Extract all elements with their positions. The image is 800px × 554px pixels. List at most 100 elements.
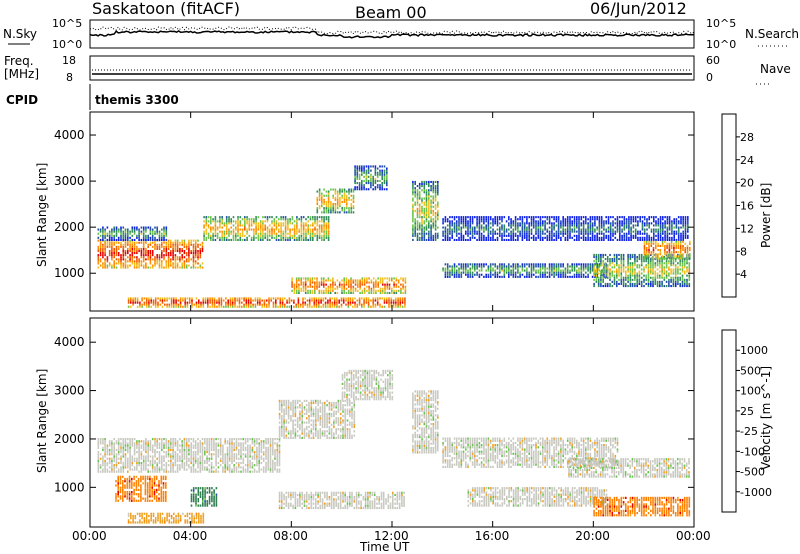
cell (304, 279, 307, 282)
cell (352, 194, 355, 197)
cell (99, 245, 102, 248)
cell (161, 254, 163, 257)
cell (241, 297, 243, 300)
cell (501, 267, 503, 270)
cell (102, 266, 104, 269)
cell (302, 283, 305, 286)
cell (609, 236, 612, 239)
cell (675, 224, 678, 227)
cell (165, 228, 168, 231)
cell (122, 247, 125, 250)
cell (203, 216, 205, 219)
cell (677, 257, 680, 260)
cell (255, 224, 257, 227)
cell (299, 303, 302, 306)
cell (636, 256, 638, 259)
cell (625, 282, 627, 285)
cell (455, 216, 458, 219)
cell (198, 301, 200, 304)
cell (395, 299, 397, 302)
cell (115, 234, 118, 237)
cell (430, 236, 432, 239)
cell (519, 224, 521, 227)
cell (576, 216, 578, 219)
cell (619, 234, 621, 237)
cell (659, 249, 662, 252)
cell (683, 264, 686, 267)
cell (523, 263, 526, 266)
cell (275, 299, 277, 302)
cell (148, 305, 150, 308)
cell (544, 224, 546, 227)
cell (145, 303, 148, 306)
cell (634, 234, 637, 237)
cell (519, 222, 521, 225)
cell (460, 226, 463, 229)
cell (140, 470, 143, 473)
cell (363, 165, 365, 168)
cell (414, 187, 416, 190)
cell (638, 270, 641, 273)
cell (154, 247, 156, 250)
cell (129, 243, 131, 246)
cell (325, 216, 328, 219)
cell (232, 230, 235, 233)
cell (370, 281, 373, 284)
cell (548, 238, 551, 241)
cell (356, 303, 359, 306)
cell (517, 271, 519, 274)
cell (354, 287, 357, 290)
cell (183, 243, 186, 246)
cell (465, 273, 467, 276)
cell (623, 220, 626, 223)
cell (423, 234, 426, 237)
cell (674, 278, 677, 281)
cell (492, 232, 494, 235)
cell (600, 269, 603, 272)
cell (275, 220, 278, 223)
cell (582, 234, 585, 237)
cell (499, 234, 501, 237)
cell (483, 226, 485, 229)
cell (327, 203, 330, 206)
cell (551, 265, 553, 268)
cell (318, 291, 321, 294)
cell (327, 226, 330, 229)
power-region (442, 263, 607, 278)
cell (327, 234, 330, 237)
cell (167, 252, 170, 255)
cell (111, 464, 113, 467)
cell (259, 303, 261, 306)
cell (133, 264, 136, 267)
cell (145, 266, 147, 269)
cell (122, 232, 125, 235)
cell (271, 216, 273, 219)
cell (643, 218, 646, 221)
cell (404, 285, 407, 288)
cell (176, 241, 179, 244)
cell (129, 461, 131, 465)
cell (138, 442, 140, 445)
cell (174, 260, 177, 263)
cell (124, 254, 127, 257)
cell (397, 289, 400, 292)
cell (181, 264, 183, 267)
cell (535, 238, 537, 241)
cell (336, 200, 339, 203)
cell (221, 216, 223, 219)
cell (115, 461, 118, 465)
cell (637, 222, 639, 225)
cell (379, 173, 381, 176)
cell (261, 299, 263, 302)
cell (203, 234, 205, 237)
cell (149, 455, 152, 458)
cell (645, 264, 647, 267)
cell (111, 250, 113, 253)
cell (341, 200, 343, 203)
cell (562, 228, 564, 231)
cell (213, 301, 216, 304)
cell (521, 222, 524, 225)
cell (458, 263, 460, 266)
cell (668, 282, 670, 285)
cell (336, 285, 339, 288)
